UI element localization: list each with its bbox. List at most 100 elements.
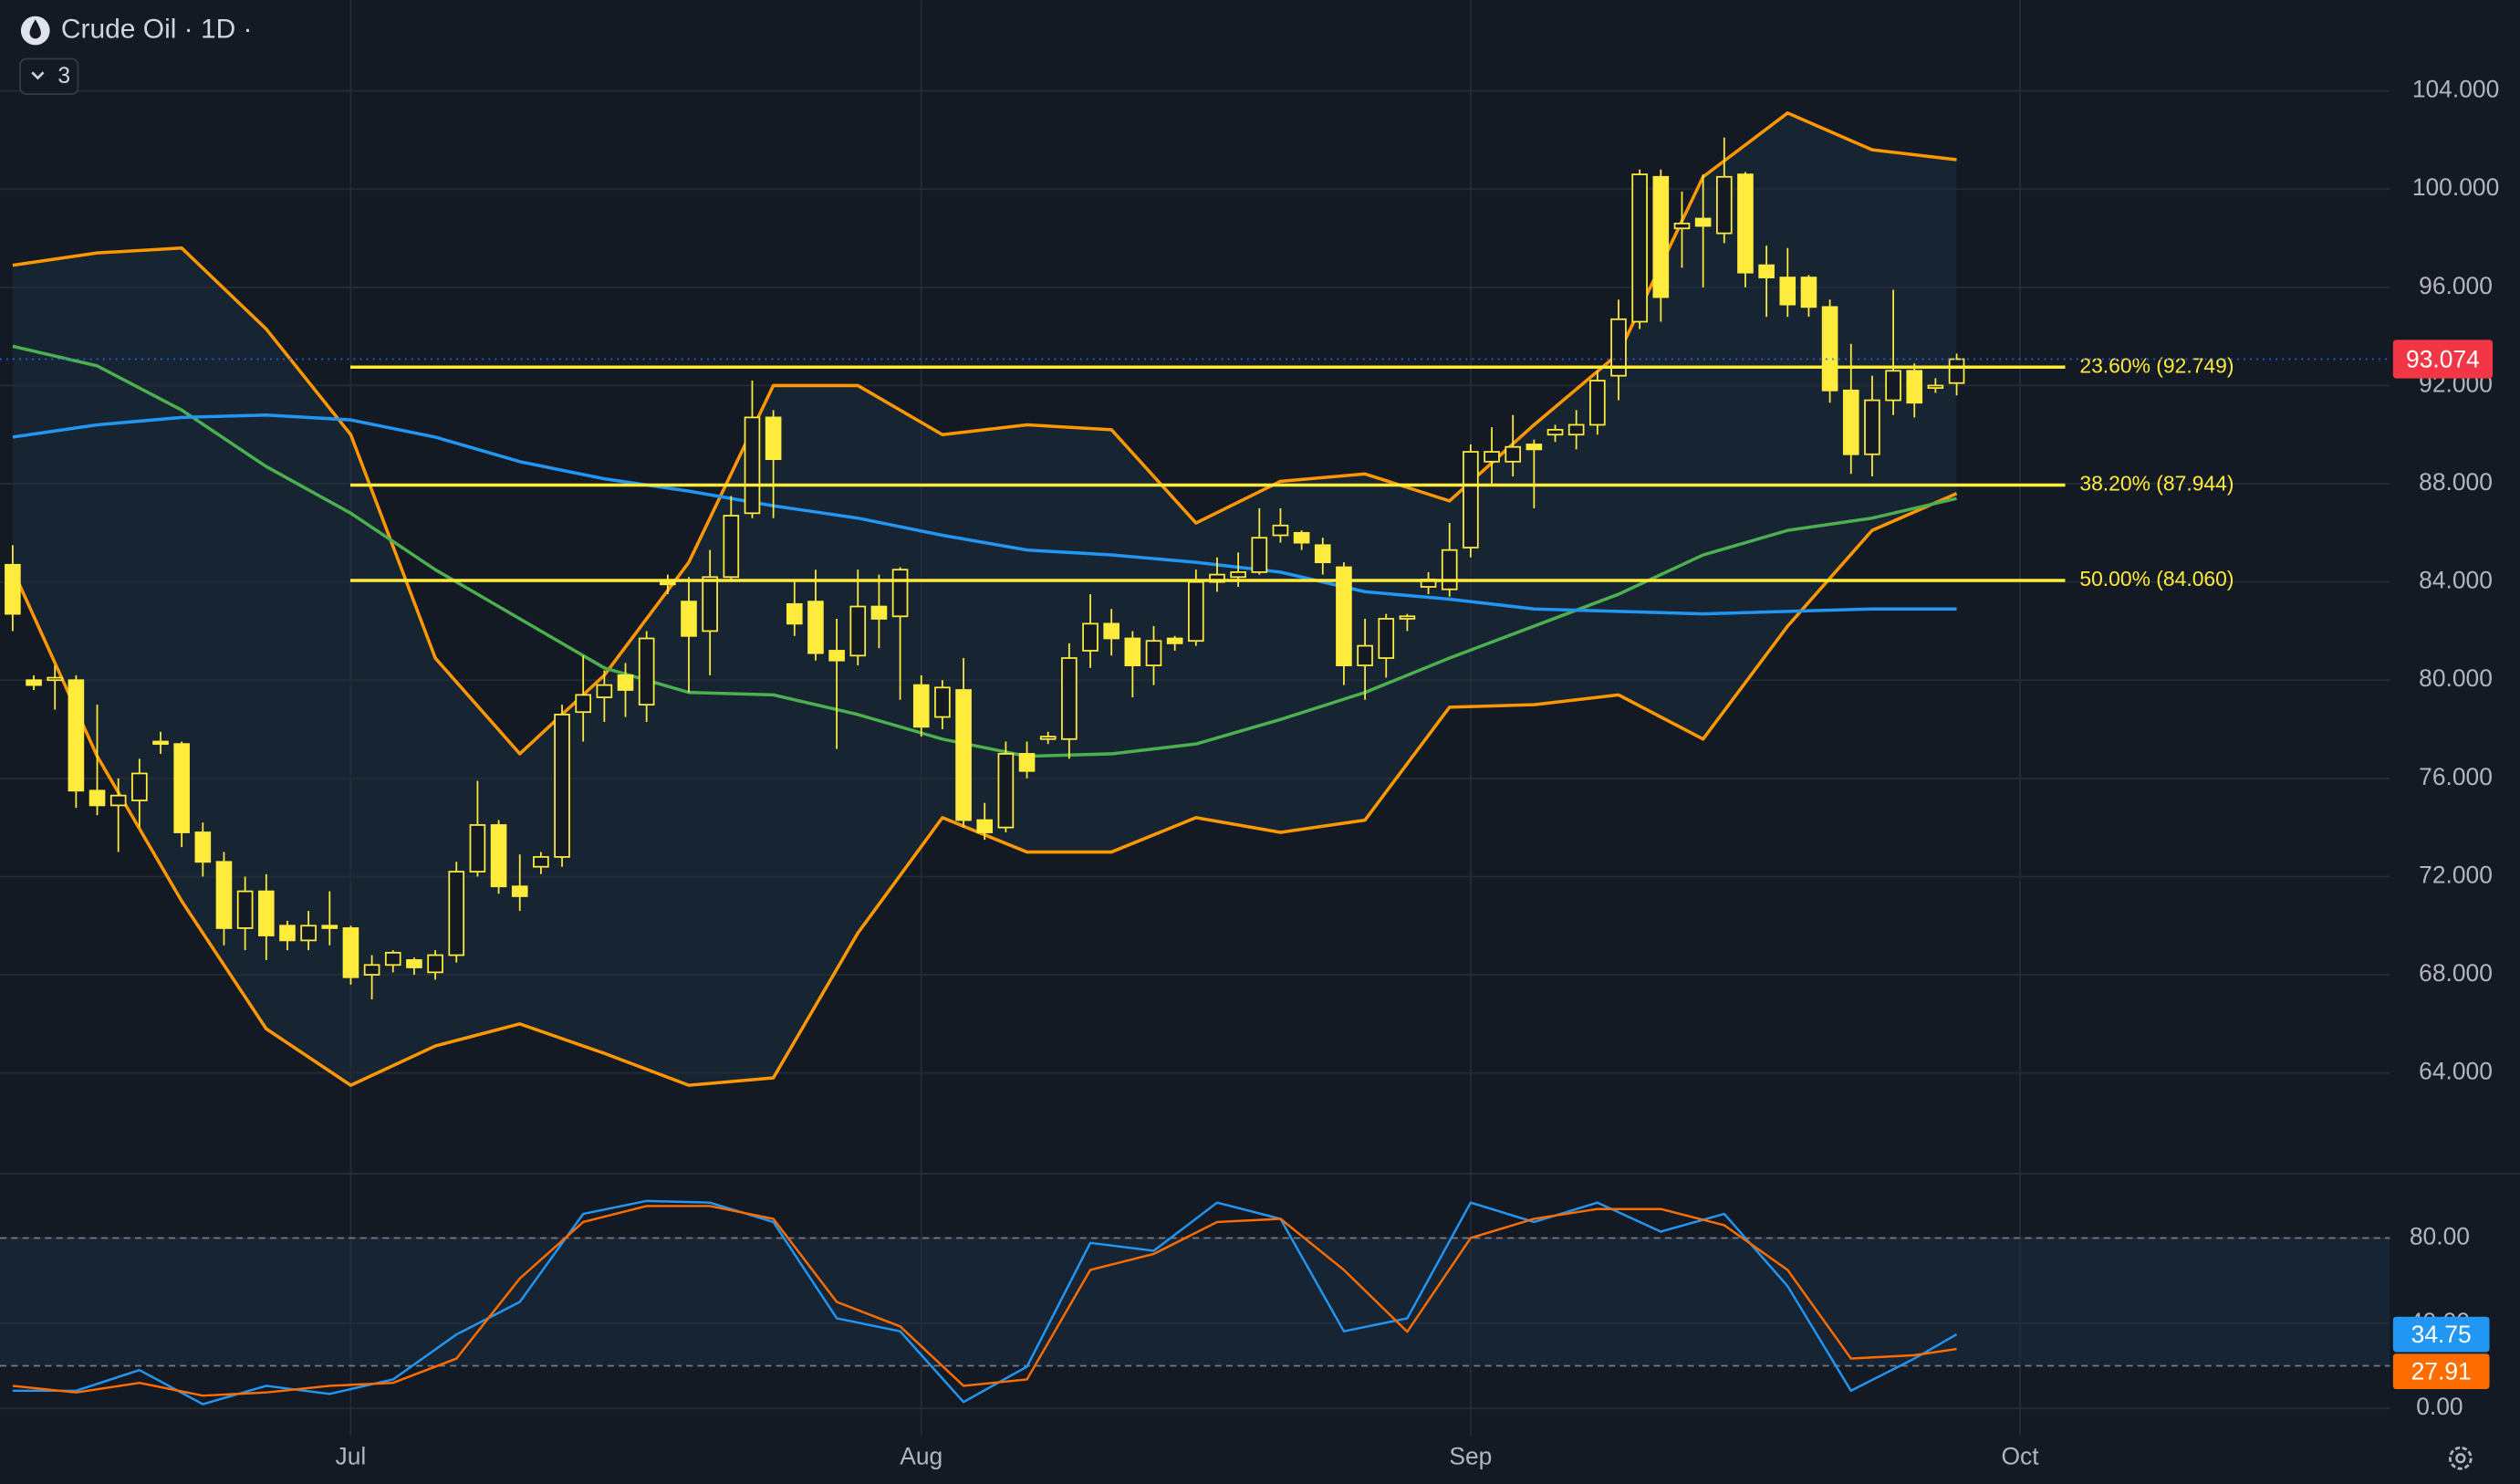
- fib-label: 50.00% (84.060): [2079, 567, 2234, 590]
- candle: [1357, 618, 1373, 700]
- candle-body: [1230, 570, 1246, 579]
- candle-body: [152, 740, 169, 746]
- candle: [849, 570, 867, 666]
- candle: [765, 410, 782, 518]
- candle-body: [870, 605, 888, 620]
- candle: [1314, 538, 1331, 575]
- candle-body: [469, 824, 486, 873]
- candle: [1505, 414, 1522, 476]
- settings-button[interactable]: [2448, 1446, 2473, 1470]
- candle: [1463, 444, 1479, 558]
- candle-body: [1800, 277, 1817, 308]
- candle: [406, 957, 422, 976]
- candle-body: [849, 605, 867, 657]
- candle-body: [786, 602, 803, 625]
- drop-icon: [29, 19, 41, 39]
- candle-body: [427, 954, 443, 974]
- candle-body: [765, 416, 782, 461]
- candle-body: [702, 576, 718, 632]
- y-tick-label: 0.00: [2416, 1393, 2463, 1420]
- candle-body: [1948, 358, 1965, 384]
- overlay-layer: Jul Aug Sep Oct 64.000 68.000 72.000 76.000 80.0…: [0, 76, 2499, 1470]
- candle: [342, 925, 359, 985]
- candle: [89, 705, 106, 816]
- x-tick-label: Oct: [2001, 1443, 2039, 1470]
- candle: [1673, 191, 1691, 268]
- candle-body: [1842, 389, 1859, 455]
- candle-body: [660, 580, 676, 586]
- candle-body: [744, 416, 761, 515]
- symbol-header: Crude Oil · 1D · 3: [19, 14, 253, 96]
- candle: [1927, 378, 1944, 393]
- candle: [511, 854, 528, 912]
- candle-body: [1567, 423, 1585, 436]
- gear-inner: [2455, 1453, 2466, 1464]
- candle: [1567, 410, 1585, 450]
- y-tick-label: 96.000: [2419, 272, 2493, 299]
- candle-body: [215, 861, 233, 929]
- candle-body: [1546, 428, 1564, 436]
- fib-label: 38.20% (87.944): [2079, 472, 2234, 496]
- candle: [702, 549, 718, 675]
- candle-body: [617, 674, 634, 691]
- candle-body: [638, 637, 655, 706]
- candle-body: [1018, 753, 1036, 772]
- candle: [1399, 613, 1416, 632]
- candle-body: [1779, 277, 1796, 306]
- last-price-badge: [2392, 340, 2494, 379]
- candle: [828, 618, 845, 749]
- candle-body: [1061, 657, 1078, 740]
- candle: [1546, 424, 1564, 443]
- candle-body: [1864, 399, 1880, 455]
- candle-body: [47, 676, 64, 682]
- candle: [575, 655, 592, 742]
- y-tick-label: 68.000: [2419, 959, 2493, 987]
- candle-body: [1673, 222, 1691, 230]
- candle: [1484, 427, 1500, 485]
- indicator-toggle[interactable]: [19, 57, 79, 96]
- candle: [533, 852, 549, 874]
- candle-body: [1082, 622, 1099, 652]
- candle-body: [828, 650, 845, 662]
- candle: [1124, 631, 1141, 698]
- last-price-label: 93.074: [2406, 345, 2480, 372]
- candle: [912, 674, 930, 737]
- candle: [934, 680, 951, 730]
- candle: [1885, 289, 1901, 415]
- indicator-line: [12, 344, 1957, 758]
- y-tick-label: 100.000: [2412, 173, 2499, 201]
- candle-body: [1103, 622, 1119, 640]
- candle: [596, 670, 613, 722]
- candle-body: [1399, 615, 1416, 620]
- candle-body: [279, 925, 296, 942]
- candle: [279, 920, 296, 951]
- candle: [1906, 363, 1923, 418]
- candle-body: [554, 714, 570, 858]
- y-tick-label: 80.000: [2419, 664, 2493, 692]
- candle-body: [1293, 531, 1310, 544]
- candle-body: [1441, 549, 1458, 590]
- candle-body: [1188, 580, 1204, 643]
- candle-body: [1821, 306, 1838, 392]
- indicator-line: [12, 111, 1957, 756]
- candle-body: [912, 684, 930, 728]
- candle-body: [1484, 451, 1500, 463]
- candle-body: [891, 569, 909, 618]
- candle-body: [955, 689, 972, 821]
- candle: [1800, 275, 1817, 318]
- candle: [1652, 169, 1670, 322]
- candle: [1018, 741, 1036, 779]
- candle: [1293, 530, 1310, 550]
- candle: [554, 705, 570, 867]
- candle-body: [26, 679, 42, 686]
- candle: [1251, 507, 1268, 575]
- candle-body: [448, 871, 465, 956]
- candle-body: [1378, 618, 1395, 659]
- candle: [258, 873, 275, 960]
- candle: [1715, 137, 1733, 244]
- candle: [1842, 343, 1859, 475]
- candle: [5, 545, 21, 632]
- candle: [1145, 626, 1162, 685]
- candle-body: [1357, 644, 1373, 666]
- last-value-badge: [2392, 1353, 2490, 1389]
